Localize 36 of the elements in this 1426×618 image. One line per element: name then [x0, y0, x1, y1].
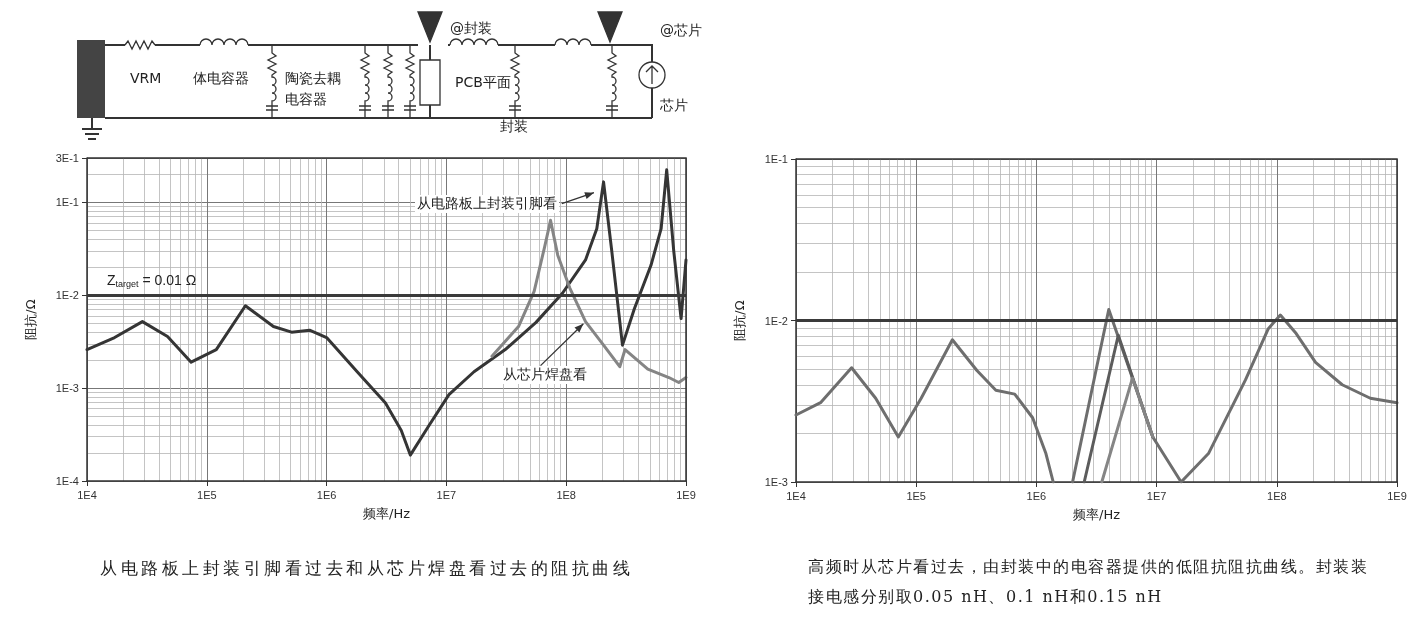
x-tick-label: 1E5: [906, 489, 926, 502]
x-tick-label: 1E4: [786, 489, 806, 502]
y-tick-label: 1E-2: [55, 289, 79, 302]
annotation: 从芯片焊盘看: [500, 365, 589, 384]
text: 陶瓷去耦电容器: [285, 69, 342, 109]
text: VRM: [130, 70, 162, 86]
x-tick-label: 1E8: [556, 488, 576, 501]
annotation: 从电路板上封装引脚看: [414, 194, 559, 213]
y-tick-label: 1E-3: [55, 382, 79, 395]
x-tick-label: 1E9: [1387, 489, 1407, 502]
x-tick-label: 1E8: [1267, 489, 1287, 502]
y-tick-label: 3E-1: [55, 152, 79, 164]
y-tick-label: 1E-4: [55, 475, 79, 487]
text: @封装: [450, 20, 492, 38]
x-axis-title: 频率/Hz: [1073, 507, 1121, 522]
x-tick-label: 1E6: [1026, 489, 1047, 502]
x-tick-label: 1E6: [316, 488, 337, 501]
y-tick-label: 1E-3: [764, 476, 788, 488]
y-axis-title: 阻抗/Ω: [732, 300, 747, 341]
x-tick-label: 1E9: [676, 488, 696, 501]
text: PCB平面: [455, 74, 511, 92]
x-tick-label: 1E5: [197, 488, 217, 501]
text: 芯片: [660, 97, 688, 115]
text: 封装: [500, 118, 528, 136]
y-tick-label: 1E-1: [55, 196, 79, 209]
x-tick-label: 1E7: [436, 488, 457, 501]
text: @芯片: [660, 22, 702, 40]
y-axis-title: 阻抗/Ω: [23, 299, 38, 340]
x-tick-label: 1E4: [77, 488, 97, 501]
y-tick-label: 1E-2: [764, 314, 788, 327]
text: 从电路板上封装引脚看过去和从芯片焊盘看过去的阻抗曲线: [100, 557, 633, 580]
text: 高频时从芯片看过去，由封装中的电容器提供的低阻抗阻抗曲线。封装装接电感分别取0.05 nH、0.1 nH和0.15 nH: [808, 556, 1368, 608]
y-tick-label: 1E-1: [764, 153, 788, 165]
x-axis-title: 频率/Hz: [363, 506, 411, 521]
text: 体电容器: [193, 70, 249, 88]
x-tick-label: 1E7: [1146, 489, 1167, 502]
